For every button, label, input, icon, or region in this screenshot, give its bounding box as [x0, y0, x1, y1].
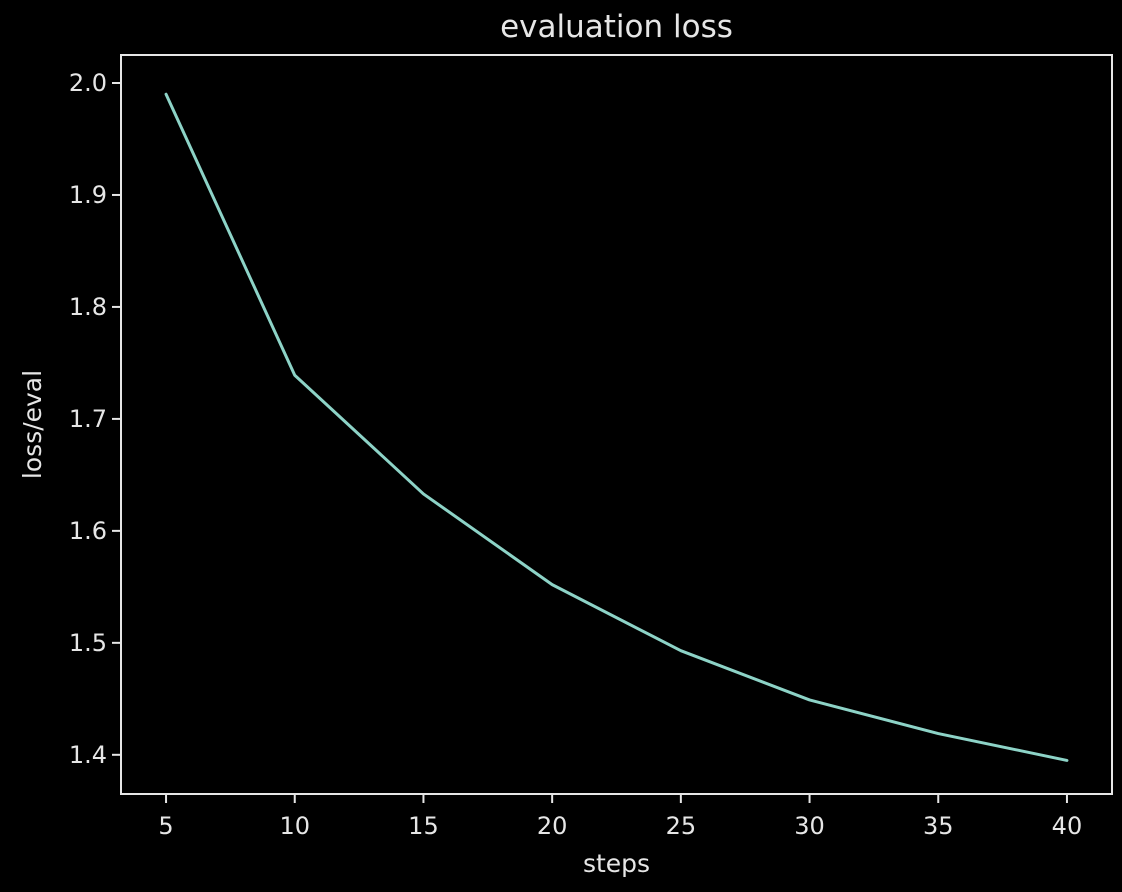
y-tick-label: 1.8 [69, 293, 107, 321]
x-tick-label: 35 [923, 812, 954, 840]
x-tick-label: 30 [794, 812, 825, 840]
plot-area-frame [120, 54, 1113, 795]
x-tick-label: 5 [158, 812, 173, 840]
x-tick-label: 25 [666, 812, 697, 840]
x-tick-label: 40 [1052, 812, 1083, 840]
x-tick-label: 15 [408, 812, 439, 840]
y-tick-label: 1.6 [69, 517, 107, 545]
y-tick-label: 1.4 [69, 741, 107, 769]
y-tick-label: 1.7 [69, 405, 107, 433]
y-axis-label: loss/eval [18, 370, 47, 479]
series-group [164, 92, 1069, 762]
x-axis-label: steps [583, 849, 650, 878]
series-line [164, 92, 1069, 762]
x-axis-ticks: 5 10 15 20 25 30 35 40 [158, 794, 1082, 840]
y-tick-label: 1.9 [69, 181, 107, 209]
y-axis-ticks: 1.4 1.5 1.6 1.7 1.8 1.9 2.0 [69, 69, 121, 769]
y-tick-label: 2.0 [69, 69, 107, 97]
chart-title: evaluation loss [500, 9, 733, 45]
x-tick-label: 10 [279, 812, 310, 840]
y-tick-label: 1.5 [69, 629, 107, 657]
x-tick-label: 20 [537, 812, 568, 840]
